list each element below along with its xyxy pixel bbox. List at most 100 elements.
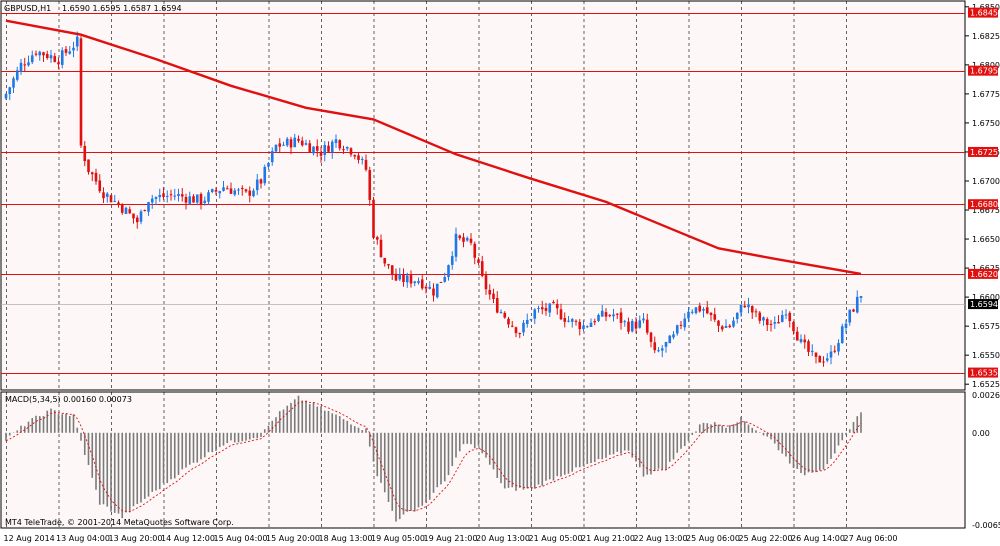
candle-body xyxy=(270,151,274,163)
candle-body xyxy=(447,265,450,278)
candle-body xyxy=(72,47,75,51)
candle-body xyxy=(390,265,394,275)
price-tick-label: 1.6700 xyxy=(972,177,1000,186)
candle-body xyxy=(117,202,120,205)
candle-body xyxy=(402,274,405,282)
time-tick-label: 15 Aug 20:00 xyxy=(266,534,320,543)
level-price-tag xyxy=(968,7,998,18)
candle-body xyxy=(717,320,720,326)
candle-body xyxy=(510,325,514,327)
candle-body xyxy=(732,320,735,327)
candle-body xyxy=(597,315,600,322)
time-tick-label: 13 Aug 20:00 xyxy=(109,534,163,543)
candle-body xyxy=(289,139,293,148)
candle-body xyxy=(255,179,259,191)
candle-body xyxy=(169,194,173,196)
candle-body xyxy=(184,197,188,203)
candle-body xyxy=(454,233,458,257)
candle-body xyxy=(237,189,240,191)
candle-body xyxy=(364,159,368,170)
candle-body xyxy=(338,140,342,149)
candle-body xyxy=(323,145,327,155)
candle-body xyxy=(552,301,555,304)
candle-body xyxy=(173,195,177,197)
candle-body xyxy=(327,145,330,152)
candle-body xyxy=(147,202,150,212)
candle-body xyxy=(49,55,53,59)
current-price-label: 1.6594 xyxy=(970,300,998,309)
level-price-label: 1.6795 xyxy=(970,67,998,76)
candle-body xyxy=(105,193,109,197)
candle-body xyxy=(713,314,717,320)
time-tick-label: 25 Aug 22:00 xyxy=(739,534,793,543)
level-price-tag xyxy=(968,146,998,157)
level-price-tag xyxy=(968,268,998,279)
candle-body xyxy=(465,237,469,241)
candle-body xyxy=(769,323,773,325)
candle-body xyxy=(12,78,15,88)
time-tick-label: 15 Aug 04:00 xyxy=(214,534,268,543)
candle-body xyxy=(724,325,728,328)
candle-body xyxy=(709,312,713,315)
candle-body xyxy=(795,331,799,341)
candle-body xyxy=(424,286,428,289)
level-price-tag xyxy=(968,367,998,378)
candle-body xyxy=(480,261,484,276)
candle-body xyxy=(852,309,855,312)
candle-body xyxy=(360,159,364,161)
candle-body xyxy=(705,307,709,314)
candle-body xyxy=(743,305,747,308)
candle-body xyxy=(499,311,503,313)
level-price-label: 1.6535 xyxy=(970,369,998,378)
candle-body xyxy=(687,311,690,319)
candle-body xyxy=(267,162,270,167)
level-price-label: 1.6845 xyxy=(970,9,998,18)
candle-body xyxy=(334,139,338,143)
candle-body xyxy=(765,319,769,325)
candle-body xyxy=(645,319,649,333)
time-tick-label: 12 Aug 2014 xyxy=(4,534,55,543)
candle-body xyxy=(398,274,402,280)
level-price-tag xyxy=(968,65,998,76)
candle-body xyxy=(672,334,675,338)
candle-body xyxy=(450,256,454,265)
candle-body xyxy=(548,303,552,313)
candle-body xyxy=(312,146,315,154)
candle-body xyxy=(544,307,548,311)
candles xyxy=(4,31,863,367)
candle-body xyxy=(413,281,417,284)
price-axis: 1.6850 1.6825 1.6800 1.6775 1.6750 1.6725 1.67… xyxy=(965,3,1000,389)
price-tick-label: 1.6650 xyxy=(972,235,1000,244)
candle-body xyxy=(623,321,627,323)
candle-body xyxy=(83,145,87,162)
macd-histogram xyxy=(5,395,862,522)
candle-body xyxy=(694,307,698,314)
candle-body xyxy=(150,198,154,203)
candle-body xyxy=(154,197,158,199)
candle-body xyxy=(222,187,225,191)
candle-body xyxy=(754,311,758,313)
candle-body xyxy=(90,172,94,175)
candle-body xyxy=(383,257,387,264)
candle-body xyxy=(574,320,578,322)
candle-body xyxy=(180,194,184,197)
price-tick-label: 1.6750 xyxy=(972,119,1000,128)
candle-body xyxy=(285,138,289,146)
symbol-label: GBPUSD,H1 xyxy=(4,4,51,13)
candle-body xyxy=(233,190,237,195)
price-tick-label: 1.6675 xyxy=(972,206,1000,215)
moving-average-line[interactable] xyxy=(5,19,862,276)
ohlc-readout: 1.6590 1.6595 1.6587 1.6594 xyxy=(62,4,182,13)
candle-body xyxy=(94,172,98,182)
price-tick-label: 1.6825 xyxy=(972,32,1000,41)
macd-label: MACD(5,34,5) 0.00160 0.00073 xyxy=(5,395,132,404)
candle-body xyxy=(248,190,252,196)
candle-body xyxy=(368,170,372,200)
candle-body xyxy=(529,319,533,321)
candle-body xyxy=(293,137,297,148)
candle-body xyxy=(203,200,207,203)
candle-body xyxy=(218,191,222,194)
candle-body xyxy=(120,204,124,213)
